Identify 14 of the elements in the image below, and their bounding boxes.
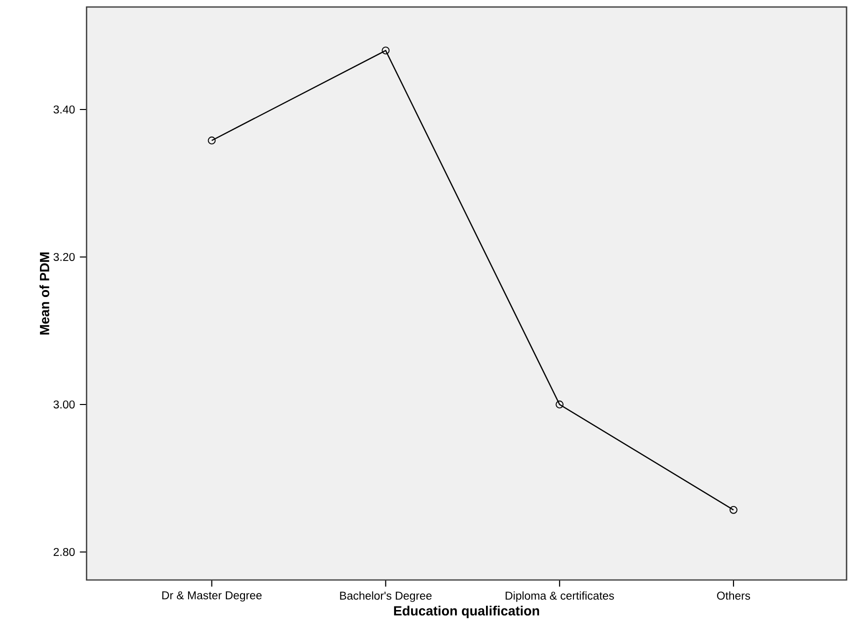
y-axis-title: Mean of PDM [39, 252, 50, 334]
y-tick-label: 3.40 [54, 105, 75, 114]
point [730, 506, 738, 514]
y-tick-label: 3.00 [54, 400, 75, 408]
point [208, 136, 216, 144]
y-tick-label: 3.20 [54, 252, 75, 261]
x-tick-label: Dr & Master Degree [162, 591, 262, 602]
y-tick-label: 2.80 [54, 548, 75, 556]
x-tick-label: Diploma & certificates [506, 591, 614, 602]
point [382, 46, 390, 54]
x-axis-title: Education qualification [394, 606, 540, 618]
x-tick-label: Bachelor's Degree [340, 591, 432, 602]
x-tick-label: Others [717, 591, 750, 600]
point [556, 400, 564, 408]
